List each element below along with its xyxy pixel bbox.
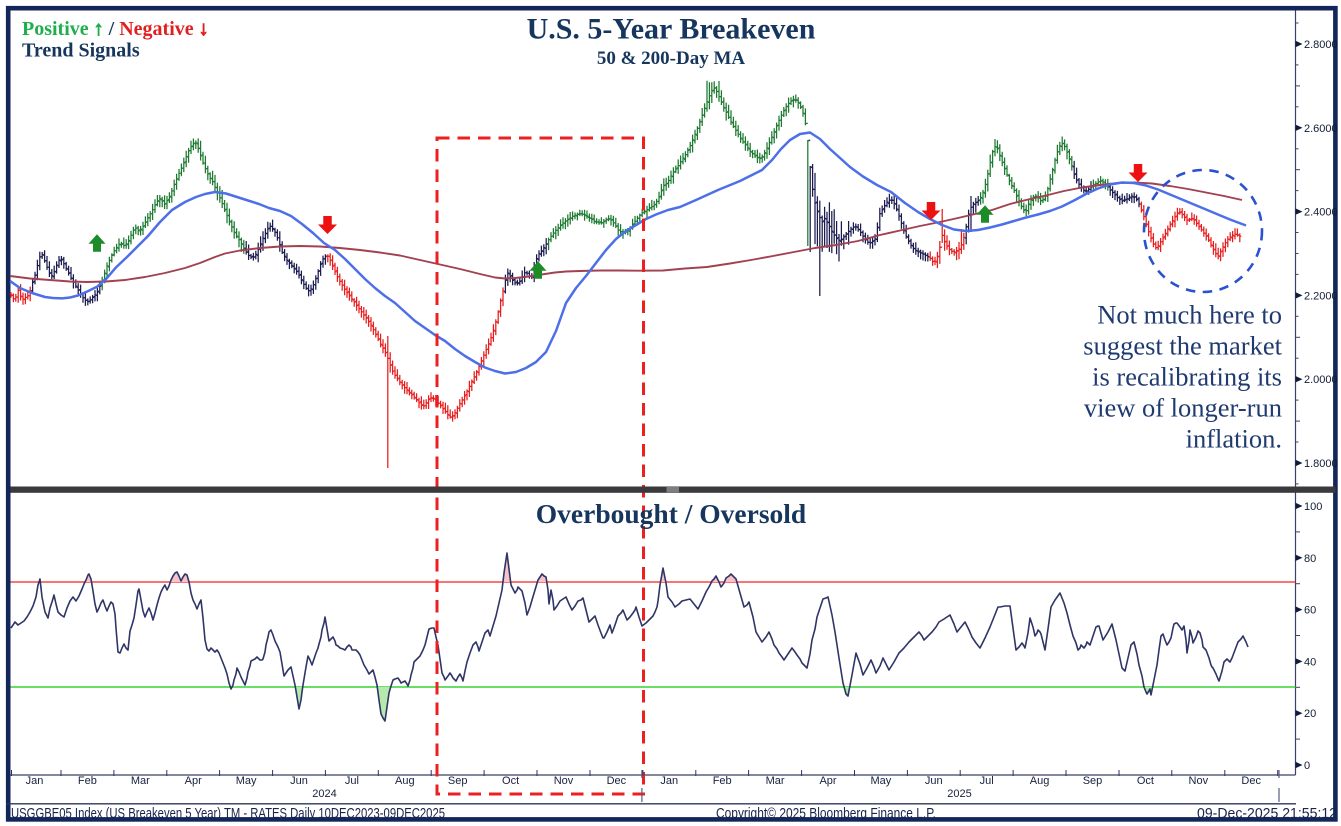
svg-text:Jun: Jun — [925, 775, 943, 787]
svg-text:40: 40 — [1304, 656, 1316, 668]
svg-text:2024: 2024 — [312, 788, 336, 800]
svg-text:May: May — [236, 775, 257, 787]
svg-text:Jul: Jul — [980, 775, 994, 787]
svg-text:Jun: Jun — [290, 775, 308, 787]
svg-text:Trend Signals: Trend Signals — [22, 40, 140, 62]
svg-text:Sep: Sep — [448, 775, 468, 787]
svg-text:60: 60 — [1304, 605, 1316, 617]
svg-text:Apr: Apr — [819, 775, 836, 787]
svg-text:2.8000: 2.8000 — [1304, 39, 1338, 51]
svg-text:20: 20 — [1304, 708, 1316, 720]
svg-text:is recalibrating its: is recalibrating its — [1092, 362, 1282, 392]
svg-text:Dec: Dec — [1241, 775, 1261, 787]
svg-text:Jan: Jan — [26, 775, 44, 787]
svg-text:Positive ↑ / Negative ↓: Positive ↑ / Negative ↓ — [22, 18, 209, 40]
svg-text:Oct: Oct — [1137, 775, 1154, 787]
svg-text:Aug: Aug — [395, 775, 415, 787]
svg-text:Feb: Feb — [713, 775, 732, 787]
svg-text:50 & 200-Day MA: 50 & 200-Day MA — [597, 48, 746, 69]
svg-text:2025: 2025 — [947, 788, 971, 800]
svg-text:Nov: Nov — [1189, 775, 1209, 787]
svg-text:Apr: Apr — [185, 775, 202, 787]
svg-text:Dec: Dec — [607, 775, 627, 787]
svg-text:suggest the market: suggest the market — [1083, 331, 1282, 361]
svg-text:view of longer-run: view of longer-run — [1084, 393, 1282, 423]
svg-text:0: 0 — [1304, 760, 1310, 772]
svg-text:U.S. 5-Year Breakeven: U.S. 5-Year Breakeven — [527, 13, 816, 46]
svg-text:Jan: Jan — [660, 775, 678, 787]
svg-text:inflation.: inflation. — [1186, 424, 1282, 454]
svg-text:Not much here to: Not much here to — [1097, 300, 1282, 330]
svg-text:09-Dec-2025 21:55:12: 09-Dec-2025 21:55:12 — [1197, 805, 1337, 822]
svg-text:Overbought / Oversold: Overbought / Oversold — [536, 498, 806, 529]
svg-text:Copyright© 2025 Bloomberg Fina: Copyright© 2025 Bloomberg Finance L.P. — [716, 805, 936, 822]
svg-text:Nov: Nov — [554, 775, 574, 787]
svg-text:Jul: Jul — [345, 775, 359, 787]
svg-text:Sep: Sep — [1083, 775, 1103, 787]
svg-text:2.6000: 2.6000 — [1304, 123, 1338, 135]
svg-text:Oct: Oct — [502, 775, 519, 787]
svg-text:100: 100 — [1304, 501, 1322, 513]
svg-text:2.4000: 2.4000 — [1304, 207, 1338, 219]
svg-text:Mar: Mar — [131, 775, 150, 787]
svg-text:May: May — [871, 775, 892, 787]
svg-text:Aug: Aug — [1030, 775, 1050, 787]
svg-text:USGGBE05 Index (US Breakeven 5: USGGBE05 Index (US Breakeven 5 Year) TM … — [11, 805, 445, 822]
svg-text:1.8000: 1.8000 — [1304, 458, 1338, 470]
svg-text:2.0000: 2.0000 — [1304, 374, 1338, 386]
svg-text:Mar: Mar — [766, 775, 785, 787]
svg-text:2.2000: 2.2000 — [1304, 290, 1338, 302]
svg-text:Feb: Feb — [78, 775, 97, 787]
svg-text:80: 80 — [1304, 553, 1316, 565]
